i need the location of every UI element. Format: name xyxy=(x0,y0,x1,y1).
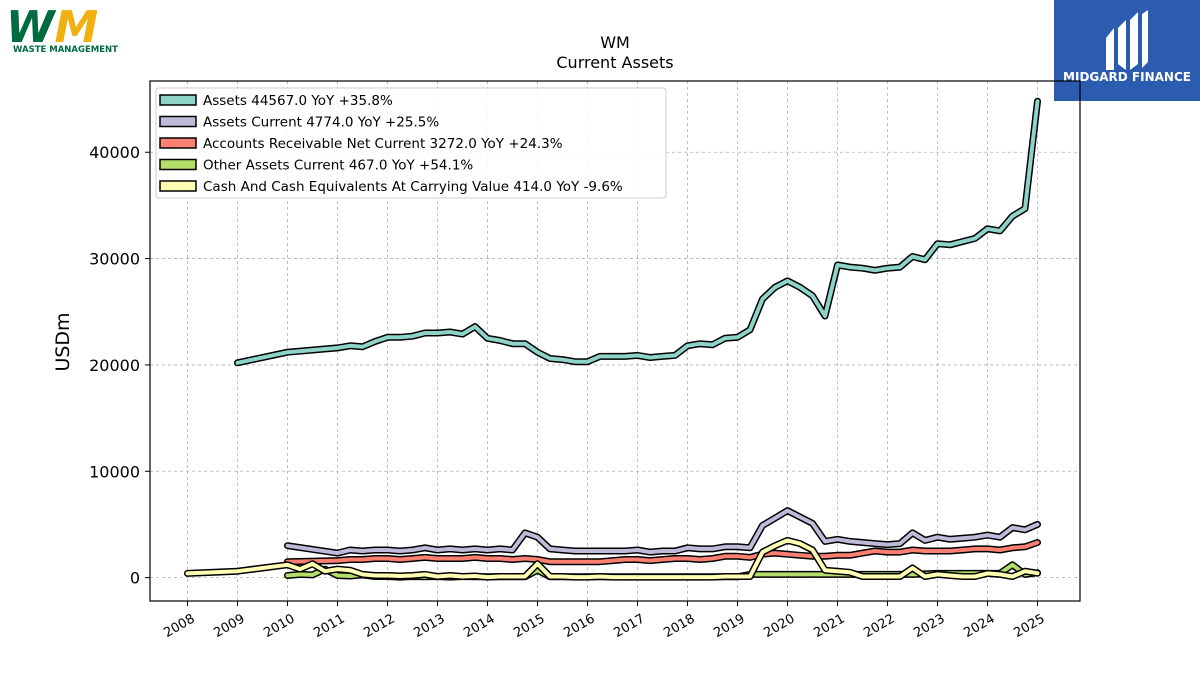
y-tick-label: 20000 xyxy=(89,356,140,375)
series-layer xyxy=(184,97,1041,581)
legend: Assets 44567.0 YoY +35.8% Assets Current … xyxy=(155,87,667,199)
x-tick-label: 2011 xyxy=(311,611,347,641)
x-tick-label: 2025 xyxy=(1011,611,1047,641)
series-assets-current xyxy=(284,507,1041,557)
x-tick-label: 2014 xyxy=(461,611,497,641)
midgard-logo: MIDGARD FINANCE xyxy=(1054,0,1200,101)
x-tick-label: 2010 xyxy=(261,611,297,641)
series-line xyxy=(185,538,1040,580)
legend-swatch xyxy=(159,137,197,149)
midgard-emblem-icon xyxy=(1106,10,1148,70)
legend-swatch xyxy=(159,180,197,192)
y-tick-label: 30000 xyxy=(89,250,140,269)
series-cash-and-cash-equivalents-at-carrying-value xyxy=(184,536,1041,581)
y-tick-label: 10000 xyxy=(89,462,140,481)
series-line xyxy=(285,508,1040,556)
x-tick-label: 2015 xyxy=(511,611,547,641)
x-tick-label: 2021 xyxy=(811,611,847,641)
wm-logo-tagline: WASTE MANAGEMENT xyxy=(13,45,118,55)
chart-title: WM xyxy=(600,33,630,52)
plot-frame xyxy=(149,80,1081,602)
legend-entry: Cash And Cash Equivalents At Carrying Va… xyxy=(203,179,623,195)
midgard-logo-text: MIDGARD FINANCE xyxy=(1063,70,1191,84)
x-tick-label: 2012 xyxy=(361,611,397,641)
legend-box xyxy=(155,87,667,199)
series-line xyxy=(235,99,1040,365)
x-tick-label: 2017 xyxy=(611,611,647,641)
x-tick-label: 2020 xyxy=(761,611,797,641)
x-tick-label: 2024 xyxy=(961,611,997,641)
x-tick-label: 2008 xyxy=(161,611,197,641)
y-tick-label: 0 xyxy=(130,569,140,588)
y-tick-label: 40000 xyxy=(89,143,140,162)
x-tick-label: 2022 xyxy=(861,611,897,641)
x-tick-label: 2013 xyxy=(411,611,447,641)
legend-entry: Assets Current 4774.0 YoY +25.5% xyxy=(203,115,439,131)
x-tick-label: 2019 xyxy=(711,611,747,641)
x-tick-label: 2016 xyxy=(561,611,597,641)
x-tick-label: 2018 xyxy=(661,611,697,641)
legend-entry: Accounts Receivable Net Current 3272.0 Y… xyxy=(203,136,563,152)
midgard-logo-background xyxy=(1054,0,1200,101)
axis-ticks: 2008 2009 2010 2011 2012 2013 2014 2015 2016 2017… xyxy=(89,143,1047,641)
legend-swatch xyxy=(159,115,197,128)
legend-entry: Other Assets Current 467.0 YoY +54.1% xyxy=(203,158,473,174)
wm-logo-letters: WM xyxy=(6,2,98,53)
legend-swatch xyxy=(159,94,197,106)
series-line xyxy=(285,540,1040,564)
legend-entry: Assets 44567.0 YoY +35.8% xyxy=(203,93,393,109)
series-assets xyxy=(234,97,1041,367)
x-tick-label: 2009 xyxy=(211,611,247,641)
wm-logo: WM WASTE MANAGEMENT xyxy=(6,2,118,55)
y-axis-label: USDm xyxy=(52,312,74,371)
chart-subtitle: Current Assets xyxy=(556,53,673,72)
legend-swatch xyxy=(159,158,197,171)
series-accounts-receivable-net-current xyxy=(284,539,1041,566)
series-line-outline xyxy=(284,507,1041,557)
x-tick-label: 2023 xyxy=(911,611,947,641)
